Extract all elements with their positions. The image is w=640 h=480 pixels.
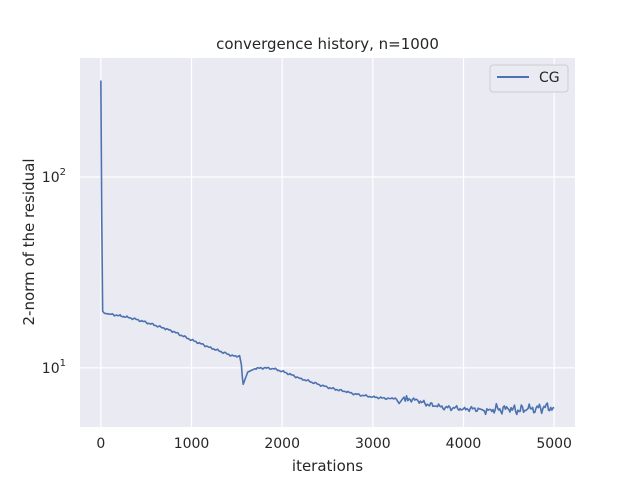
x-tick-label: 4000 (446, 436, 482, 452)
x-tick-label: 3000 (355, 436, 391, 452)
x-tick-label: 1000 (174, 436, 210, 452)
legend-label-cg: CG (539, 70, 560, 86)
x-axis-label: iterations (292, 457, 363, 475)
legend: CG (489, 64, 569, 93)
x-tick-label: 2000 (264, 436, 300, 452)
y-tick-label: 102 (42, 167, 66, 186)
tick-labels: 0 1000 2000 3000 4000 5000 101 102 (42, 167, 572, 452)
x-tick-label: 0 (96, 436, 105, 452)
series-group (100, 80, 555, 416)
y-axis-label: 2-norm of the residual (20, 159, 38, 326)
plot-area (80, 58, 575, 427)
x-tick-label: 5000 (536, 436, 572, 452)
grid (80, 58, 575, 427)
legend-box (489, 64, 569, 93)
series-line-cg (100, 80, 555, 416)
chart-title: convergence history, n=1000 (216, 35, 439, 53)
y-tick-label: 101 (42, 358, 66, 377)
